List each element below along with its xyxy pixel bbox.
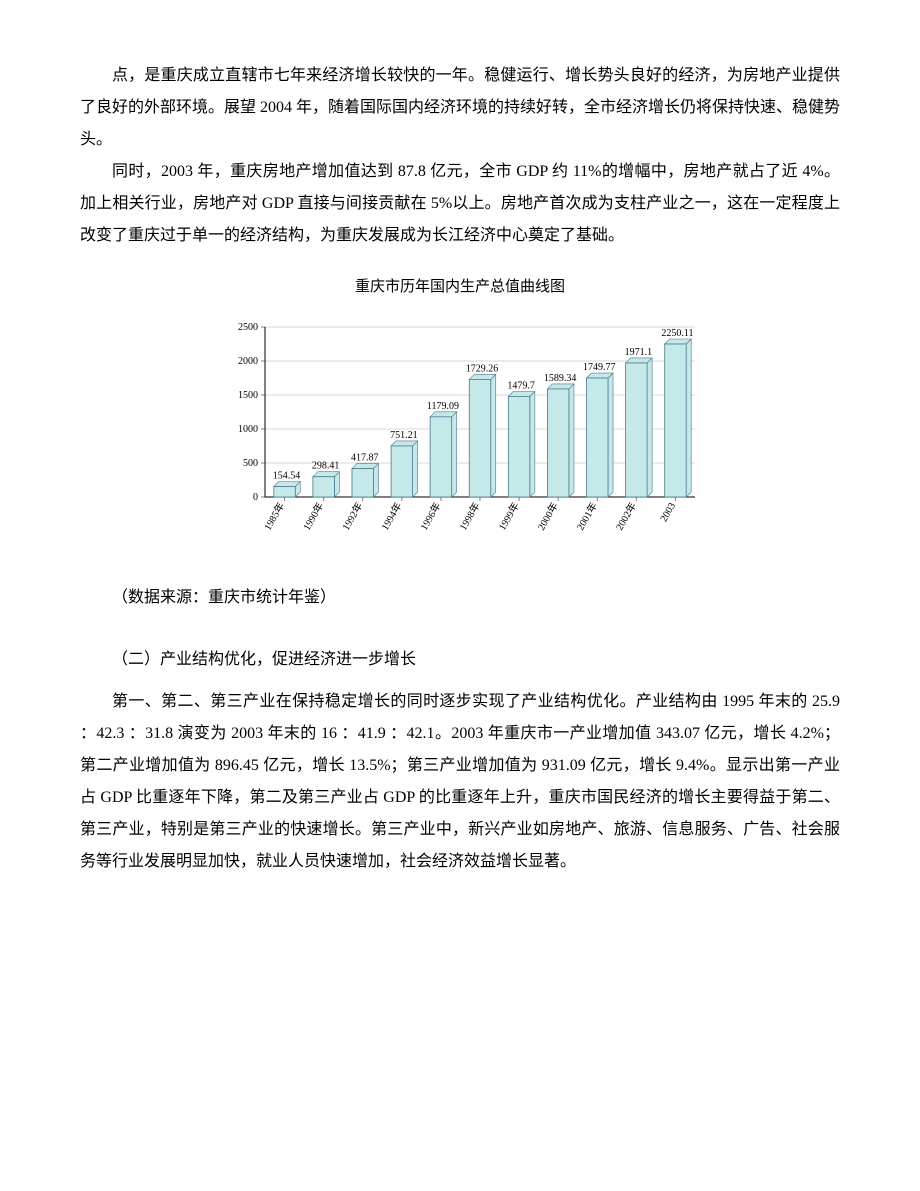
svg-text:1749.77: 1749.77 (583, 362, 616, 373)
svg-text:1994年: 1994年 (378, 500, 404, 532)
svg-text:2002年: 2002年 (613, 500, 639, 532)
svg-text:1996年: 1996年 (417, 500, 443, 532)
svg-text:298.41: 298.41 (312, 461, 340, 472)
svg-text:2000年: 2000年 (535, 500, 561, 532)
svg-text:1589.34: 1589.34 (544, 373, 577, 384)
gdp-bar-chart: 0 500 1000 1500 2000 2500 154.54 1985年 298.41 199… (210, 312, 710, 562)
svg-text:1971.1: 1971.1 (625, 347, 653, 358)
svg-text:2500: 2500 (238, 322, 258, 333)
svg-text:1729.26: 1729.26 (466, 363, 499, 374)
svg-text:154.54: 154.54 (273, 470, 301, 481)
svg-text:1998年: 1998年 (456, 500, 482, 532)
svg-text:1000: 1000 (238, 424, 258, 435)
svg-text:0: 0 (253, 492, 258, 503)
paragraph-3: 第一、第二、第三产业在保持稳定增长的同时逐步实现了产业结构优化。产业结构由 19… (80, 686, 840, 878)
svg-text:1500: 1500 (238, 390, 258, 401)
svg-text:1179.09: 1179.09 (427, 401, 459, 412)
svg-text:2001年: 2001年 (574, 500, 600, 532)
svg-text:1999年: 1999年 (495, 500, 521, 532)
gdp-chart-container: 0 500 1000 1500 2000 2500 154.54 1985年 298.41 199… (80, 312, 840, 562)
svg-text:1992年: 1992年 (339, 500, 365, 532)
data-source-note: （数据来源：重庆市统计年鉴） (80, 582, 840, 614)
svg-text:417.87: 417.87 (351, 453, 379, 464)
svg-text:2000: 2000 (238, 356, 258, 367)
svg-text:2003: 2003 (659, 501, 679, 524)
paragraph-2: 同时，2003 年，重庆房地产增加值达到 87.8 亿元，全市 GDP 约 11… (80, 156, 840, 252)
svg-text:1479.7: 1479.7 (507, 380, 535, 391)
svg-text:1990年: 1990年 (300, 500, 326, 532)
svg-text:751.21: 751.21 (390, 430, 418, 441)
svg-text:2250.11: 2250.11 (661, 328, 693, 339)
chart-title: 重庆市历年国内生产总值曲线图 (80, 272, 840, 302)
svg-text:500: 500 (243, 458, 258, 469)
svg-text:1985年: 1985年 (261, 500, 287, 532)
section-subheading: （二）产业结构优化，促进经济进一步增长 (80, 644, 840, 676)
paragraph-1: 点，是重庆成立直辖市七年来经济增长较快的一年。稳健运行、增长势头良好的经济，为房… (80, 60, 840, 156)
